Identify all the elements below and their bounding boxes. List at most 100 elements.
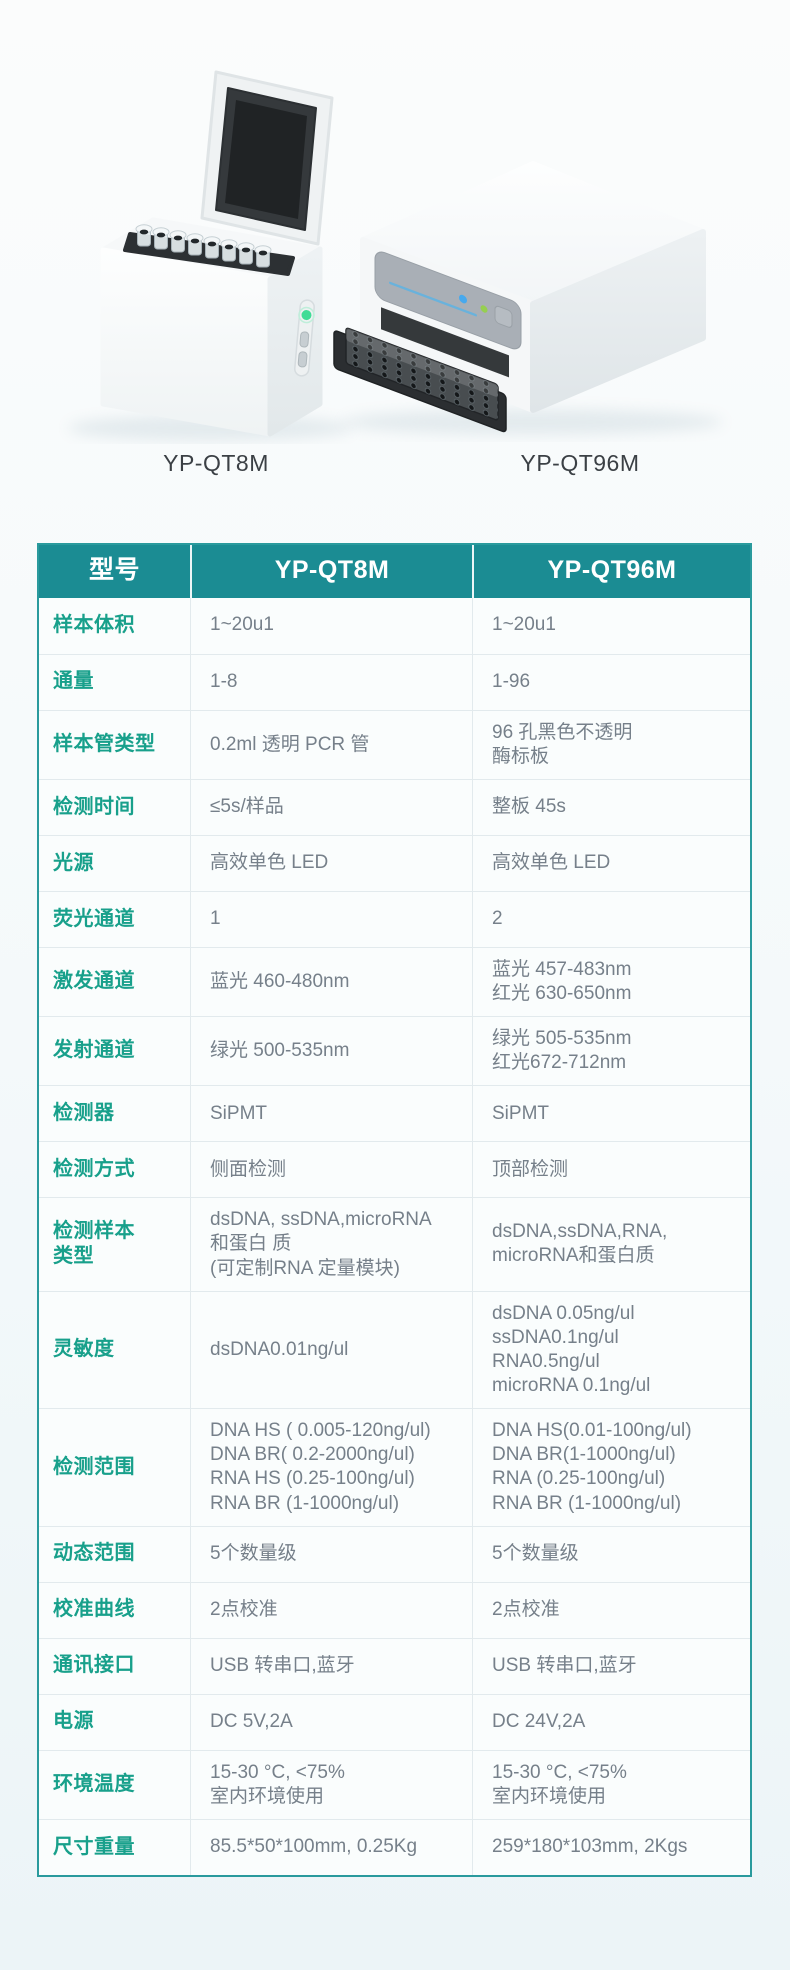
product-image-yp-qt8m — [68, 70, 352, 441]
spec-value-qt8m: 15-30 °C, <75% 室内环境使用 — [190, 1750, 472, 1819]
spec-label: 检测方式 — [53, 1158, 135, 1181]
table-row: 检测器 SiPMT SiPMT — [39, 1085, 750, 1142]
spec-value-qt96m: 5个数量级 — [472, 1526, 750, 1582]
spec-value-qt96m: 整板 45s — [472, 779, 750, 835]
product-label-yp-qt8m: YP-QT8M — [163, 450, 269, 476]
spec-value-qt96m: 顶部检测 — [472, 1142, 750, 1198]
header-model-column: 型号 — [88, 556, 140, 584]
spec-value-qt96m: 1~20u1 — [472, 597, 750, 654]
spec-value-qt8m: 侧面检测 — [190, 1142, 472, 1198]
table-row: 发射通道 绿光 500-535nm 绿光 505-535nm 红光672-712… — [39, 1016, 750, 1086]
product-image-yp-qt96m — [333, 161, 723, 435]
spec-value-qt96m: DC 24V,2A — [472, 1694, 750, 1750]
spec-value-qt8m: dsDNA, ssDNA,microRNA 和蛋白 质 (可定制RNA 定量模块… — [190, 1198, 472, 1291]
spec-value-qt96m: 蓝光 457-483nm 红光 630-650nm — [472, 947, 750, 1016]
table-row: 检测范围 DNA HS ( 0.005-120ng/ul) DNA BR( 0.… — [39, 1408, 750, 1526]
spec-value-qt96m: 15-30 °C, <75% 室内环境使用 — [472, 1750, 750, 1819]
tray-opening — [381, 307, 509, 378]
spec-value-qt8m: USB 转串口,蓝牙 — [190, 1638, 472, 1694]
spec-label: 检测范围 — [53, 1455, 135, 1478]
device-shadow — [343, 409, 723, 435]
spec-value-qt8m: DC 5V,2A — [190, 1694, 472, 1750]
spec-label: 光源 — [53, 851, 94, 874]
status-line-icon — [389, 281, 477, 317]
spec-value-qt8m: 1-8 — [190, 654, 472, 710]
side-button-icon — [297, 351, 308, 368]
side-control-strip — [294, 299, 315, 377]
spec-value-qt8m: 1 — [190, 891, 472, 947]
spec-value-qt8m: ≤5s/样品 — [190, 779, 472, 835]
device-body — [100, 217, 323, 437]
spec-label: 通量 — [53, 670, 94, 693]
table-row: 检测时间 ≤5s/样品 整板 45s — [39, 778, 750, 835]
table-row: 尺寸重量 85.5*50*100mm, 0.25Kg 259*180*103mm… — [39, 1818, 750, 1875]
spec-value-qt96m: 2点校准 — [472, 1582, 750, 1638]
spec-value-qt8m: 绿光 500-535nm — [190, 1017, 472, 1086]
spec-table: 型号 YP-QT8M YP-QT96M 样本体积 1~20u1 1~20u1 通… — [37, 543, 752, 1877]
table-row: 电源 DC 5V,2A DC 24V,2A — [39, 1693, 750, 1750]
table-row: 检测方式 侧面检测 顶部检测 — [39, 1141, 750, 1198]
spec-label: 激发通道 — [53, 970, 135, 993]
spec-value-qt8m: 蓝光 460-480nm — [190, 947, 472, 1016]
spec-value-qt96m: 绿光 505-535nm 红光672-712nm — [472, 1017, 750, 1086]
side-button-icon — [299, 331, 310, 348]
spec-label: 发射通道 — [53, 1039, 135, 1062]
header-yp-qt8m: YP-QT8M — [190, 545, 472, 598]
sample-block — [123, 224, 295, 276]
open-lid — [200, 70, 334, 246]
spec-value-qt96m: 2 — [472, 891, 750, 947]
power-button-icon — [494, 305, 513, 328]
spec-value-qt8m: 高效单色 LED — [190, 835, 472, 891]
table-row: 样本管类型 0.2ml 透明 PCR 管 96 孔黑色不透明 酶标板 — [39, 709, 750, 779]
table-row: 荧光通道 1 2 — [39, 890, 750, 947]
spec-label: 灵敏度 — [53, 1338, 115, 1361]
spec-value-qt8m: 5个数量级 — [190, 1526, 472, 1582]
spec-label: 样本体积 — [53, 613, 135, 636]
spec-value-qt96m: DNA HS(0.01-100ng/ul) DNA BR(1-1000ng/ul… — [472, 1409, 750, 1526]
spec-value-qt96m: 1-96 — [472, 654, 750, 710]
spec-label: 样本管类型 — [53, 732, 156, 755]
table-row: 激发通道 蓝光 460-480nm 蓝光 457-483nm 红光 630-65… — [39, 946, 750, 1016]
table-row: 通量 1-8 1-96 — [39, 653, 750, 710]
spec-value-qt8m: SiPMT — [190, 1086, 472, 1142]
spec-value-qt96m: dsDNA,ssDNA,RNA, microRNA和蛋白质 — [472, 1198, 750, 1291]
spec-table-body: 样本体积 1~20u1 1~20u1 通量 1-8 1-96 样本管类型 0.2… — [39, 597, 750, 1875]
spec-value-qt8m: 0.2ml 透明 PCR 管 — [190, 710, 472, 779]
table-row: 动态范围 5个数量级 5个数量级 — [39, 1525, 750, 1582]
spec-value-qt96m: 高效单色 LED — [472, 835, 750, 891]
status-led-green-icon — [480, 305, 488, 313]
spec-label: 尺寸重量 — [53, 1835, 135, 1858]
spec-value-qt8m: dsDNA0.01ng/ul — [190, 1291, 472, 1409]
spec-value-qt96m: dsDNA 0.05ng/ul ssDNA0.1ng/ul RNA0.5ng/u… — [472, 1291, 750, 1409]
spec-label: 通讯接口 — [53, 1654, 135, 1677]
spec-label: 检测时间 — [53, 795, 135, 818]
front-panel — [374, 251, 522, 378]
spec-label: 校准曲线 — [53, 1598, 135, 1621]
spec-label: 检测器 — [53, 1102, 115, 1125]
header-yp-qt96m: YP-QT96M — [472, 545, 750, 598]
spec-value-qt8m: 85.5*50*100mm, 0.25Kg — [190, 1819, 472, 1875]
spec-value-qt8m: DNA HS ( 0.005-120ng/ul) DNA BR( 0.2-200… — [190, 1409, 472, 1526]
spec-label: 电源 — [53, 1710, 94, 1733]
spec-label: 动态范围 — [53, 1542, 135, 1565]
spec-value-qt96m: 96 孔黑色不透明 酶标板 — [472, 710, 750, 779]
product-label-yp-qt96m: YP-QT96M — [520, 450, 640, 476]
plate-tray — [333, 327, 507, 433]
table-row: 光源 高效单色 LED 高效单色 LED — [39, 834, 750, 891]
spec-table-header: 型号 YP-QT8M YP-QT96M — [39, 545, 750, 598]
spec-label: 荧光通道 — [53, 907, 135, 930]
spec-value-qt8m: 1~20u1 — [190, 597, 472, 654]
spec-value-qt96m: SiPMT — [472, 1086, 750, 1142]
table-row: 环境温度 15-30 °C, <75% 室内环境使用 15-30 °C, <75… — [39, 1749, 750, 1819]
power-led-icon — [301, 310, 312, 321]
spec-label: 环境温度 — [53, 1773, 135, 1796]
spec-value-qt96m: USB 转串口,蓝牙 — [472, 1638, 750, 1694]
table-row: 校准曲线 2点校准 2点校准 — [39, 1581, 750, 1638]
table-row: 样本体积 1~20u1 1~20u1 — [39, 597, 750, 654]
spec-label: 检测样本 类型 — [53, 1220, 135, 1268]
table-row: 检测样本 类型 dsDNA, ssDNA,microRNA 和蛋白 质 (可定制… — [39, 1197, 750, 1291]
product-showcase: YP-QT8M YP-QT96M — [0, 0, 790, 520]
table-row: 灵敏度 dsDNA0.01ng/ul dsDNA 0.05ng/ul ssDNA… — [39, 1290, 750, 1409]
status-led-blue-icon — [459, 294, 467, 304]
